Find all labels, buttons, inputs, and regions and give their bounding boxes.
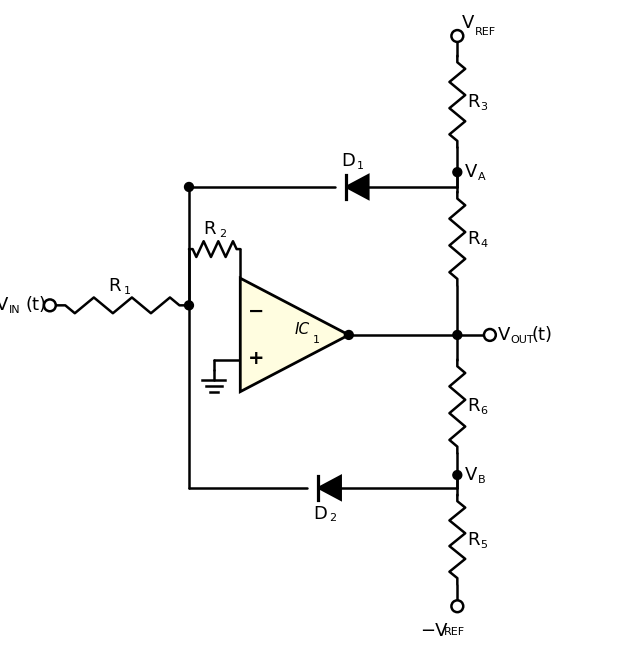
Text: 1: 1: [313, 335, 320, 345]
Circle shape: [184, 301, 194, 310]
Text: A: A: [478, 172, 486, 182]
Text: 2: 2: [219, 229, 226, 239]
Text: 5: 5: [480, 539, 487, 549]
Circle shape: [184, 182, 194, 192]
Text: V: V: [0, 296, 8, 315]
Text: B: B: [478, 475, 486, 485]
Text: 1: 1: [124, 286, 131, 295]
Circle shape: [453, 330, 462, 339]
Text: +: +: [248, 349, 264, 368]
Circle shape: [453, 471, 462, 479]
Circle shape: [44, 299, 56, 311]
Text: V: V: [498, 326, 510, 344]
Text: −V: −V: [420, 622, 447, 640]
Text: V: V: [465, 163, 477, 181]
Polygon shape: [240, 278, 349, 392]
Text: −: −: [248, 302, 264, 321]
Text: 6: 6: [480, 407, 487, 416]
Text: R: R: [467, 230, 480, 248]
Text: D: D: [313, 504, 327, 522]
Circle shape: [452, 600, 463, 612]
Text: IN: IN: [8, 305, 20, 315]
Text: R: R: [467, 531, 480, 549]
Text: R: R: [467, 93, 480, 110]
Text: 2: 2: [330, 514, 337, 524]
Text: (t): (t): [25, 296, 46, 315]
Circle shape: [344, 330, 353, 339]
Text: R: R: [203, 220, 216, 239]
Circle shape: [452, 30, 463, 42]
Text: IC: IC: [295, 321, 310, 336]
Polygon shape: [346, 175, 369, 199]
Text: 1: 1: [357, 161, 364, 171]
Circle shape: [453, 168, 462, 176]
Text: R: R: [108, 276, 121, 295]
Circle shape: [484, 329, 496, 341]
Text: R: R: [467, 397, 480, 416]
Text: REF: REF: [475, 27, 496, 37]
Text: OUT: OUT: [511, 335, 534, 345]
Text: D: D: [341, 152, 355, 171]
Text: REF: REF: [443, 627, 465, 637]
Text: (t): (t): [532, 326, 552, 344]
Polygon shape: [318, 476, 341, 500]
Text: 3: 3: [480, 102, 487, 112]
Text: V: V: [465, 466, 477, 484]
Text: 4: 4: [480, 239, 487, 249]
Text: V: V: [462, 14, 475, 32]
